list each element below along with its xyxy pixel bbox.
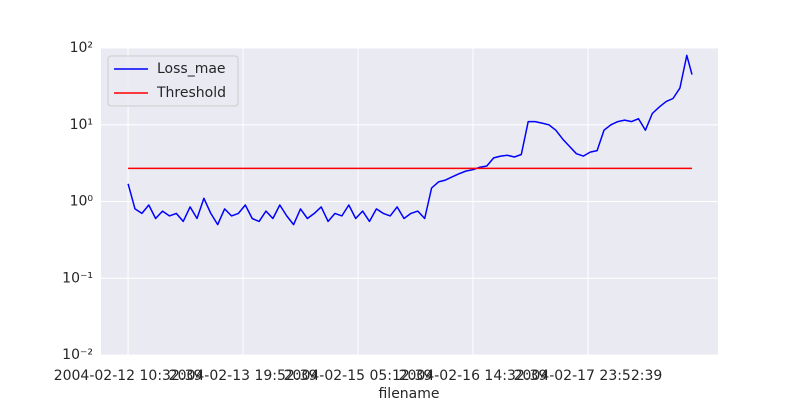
x-tick-label: 2004-02-12 10:32:39: [54, 368, 203, 384]
x-tick-label: 2004-02-17 23:52:39: [514, 368, 663, 384]
x-tick-label: 2004-02-15 05:12:39: [284, 368, 433, 384]
y-tick-label: 10²: [70, 40, 93, 56]
y-tick-label: 10⁻²: [62, 347, 93, 363]
legend-label: Loss_mae: [157, 61, 226, 77]
x-tick-label: 2004-02-16 14:32:39: [399, 368, 548, 384]
legend-label: Threshold: [156, 85, 226, 101]
series-line: [127, 54, 693, 226]
x-axis-label: filename: [378, 386, 439, 400]
y-tick-label: 10⁻¹: [62, 270, 93, 286]
x-tick-label: 2004-02-13 19:52:39: [169, 368, 318, 384]
y-tick-label: 10⁰: [70, 194, 94, 210]
y-tick-label: 10¹: [70, 117, 93, 133]
